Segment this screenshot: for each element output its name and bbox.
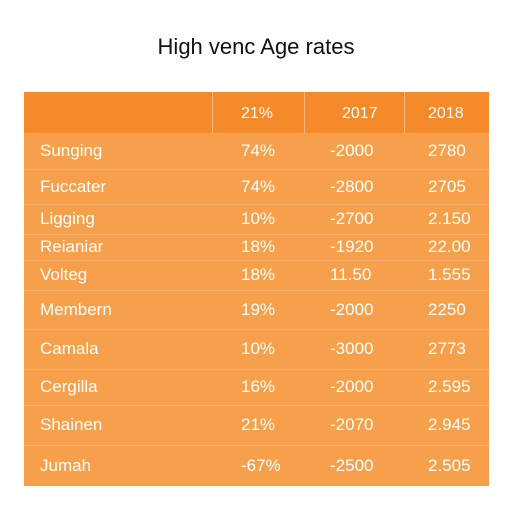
cell-percent: 10% (241, 209, 276, 228)
row-divider (24, 405, 489, 406)
table-row: Cergilla 16% -2000 2.595 (24, 369, 489, 405)
cell-2017: -2070 (330, 415, 374, 434)
cell-percent: 18% (241, 265, 276, 284)
row-label: Shainen (40, 415, 103, 434)
header-cell-percent: 21% (241, 105, 274, 122)
header-divider (212, 92, 213, 133)
row-divider (24, 169, 489, 170)
cell-2018: 2780 (428, 141, 466, 160)
row-label: Fuccater (40, 176, 107, 196)
row-divider (24, 329, 489, 330)
table-row: Camala 10% -3000 2773 (24, 329, 489, 369)
table-row: Shainen 21% -2070 2.945 (24, 405, 489, 445)
cell-2017: -2000 (330, 377, 374, 396)
cell-2017: -1920 (330, 237, 374, 256)
row-divider (24, 260, 489, 261)
row-label: Volteg (40, 265, 88, 284)
cell-2017: -2700 (330, 209, 374, 228)
cell-2018: 2250 (428, 299, 466, 319)
table-row: Sunging 74% -2000 2780 (24, 133, 489, 169)
row-divider (24, 369, 489, 370)
cell-percent: 19% (241, 299, 276, 319)
cell-2018: 2705 (428, 176, 466, 196)
row-label: Sunging (40, 141, 103, 160)
table-header: 21% 2017 2018 (24, 92, 489, 133)
row-divider (24, 445, 489, 446)
table-row: Volteg 18% 11.50 1.555 (24, 260, 489, 290)
cell-percent: 10% (241, 339, 276, 358)
header-divider (304, 92, 305, 133)
cell-2018: 2.505 (428, 455, 471, 475)
cell-2018: 2.595 (428, 377, 471, 396)
cell-2017: 11.50 (330, 265, 372, 284)
cell-percent: 74% (241, 141, 276, 160)
cell-2017: -3000 (330, 339, 374, 358)
cell-2017: -2500 (330, 455, 374, 475)
cell-2018: 2.945 (428, 415, 471, 434)
row-label: Membern (40, 299, 112, 319)
cell-percent: 21% (241, 415, 276, 434)
row-divider (24, 204, 489, 205)
cell-2017: -2800 (330, 176, 374, 196)
cell-2018: 22.00 (428, 237, 471, 256)
table-row: Jumah -67% -2500 2.505 (24, 445, 489, 486)
table-row: Ligging 10% -2700 2.150 (24, 204, 489, 234)
row-label: Jumah (40, 455, 92, 475)
cell-2017: -2000 (330, 299, 374, 319)
row-label: Reianiar (40, 237, 104, 256)
row-label: Camala (40, 339, 99, 358)
cell-percent: 74% (241, 176, 276, 196)
table-row: Membern 19% -2000 2250 (24, 290, 489, 329)
cell-2017: -2000 (330, 141, 374, 160)
header-divider (404, 92, 405, 133)
cell-2018: 2.150 (428, 209, 471, 228)
cell-percent: -67% (241, 455, 281, 475)
cell-percent: 16% (241, 377, 276, 396)
cell-percent: 18% (241, 237, 276, 256)
row-label: Ligging (40, 209, 95, 228)
row-divider (24, 234, 489, 235)
chart-title: High venc Age rates (157, 34, 355, 59)
table-row: Fuccater 74% -2800 2705 (24, 169, 489, 204)
data-table: 21% 2017 2018 Sunging 74% -2000 2780 Fuccate… (24, 92, 489, 486)
cell-2018: 1.555 (428, 265, 471, 284)
header-cell-2018: 2018 (428, 105, 464, 122)
table-row: Reianiar 18% -1920 22.00 (24, 234, 489, 260)
cell-2018: 2773 (428, 339, 466, 358)
row-divider (24, 290, 489, 291)
header-cell-2017: 2017 (342, 105, 378, 122)
row-label: Cergilla (40, 377, 98, 396)
